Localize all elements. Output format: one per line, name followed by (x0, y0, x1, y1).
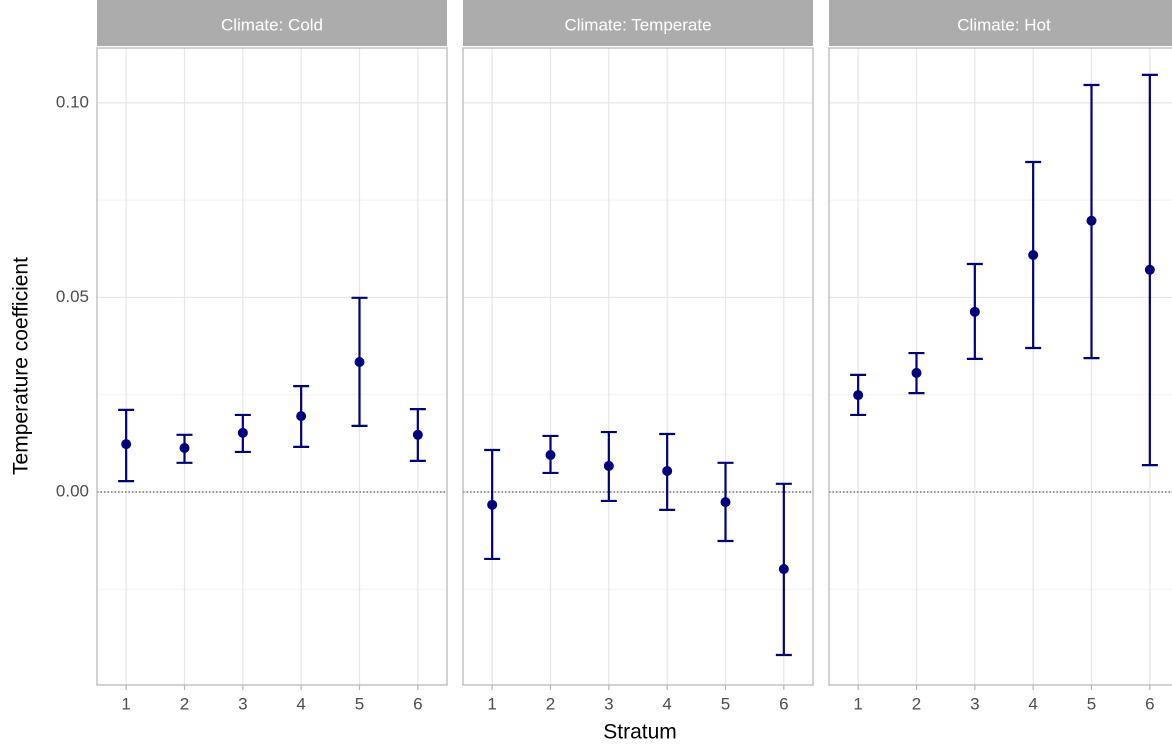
point (121, 439, 132, 450)
x-tick-label: 6 (413, 694, 422, 713)
x-tick-label: 2 (546, 694, 555, 713)
y-tick-label: 0.10 (56, 92, 89, 111)
x-tick-label: 3 (604, 694, 613, 713)
panel-border (828, 47, 1172, 686)
x-tick-label: 6 (1145, 694, 1154, 713)
x-tick-label: 2 (180, 694, 189, 713)
strip (463, 0, 813, 46)
x-tick-label: 1 (121, 694, 130, 713)
x-tick-label: 4 (662, 694, 671, 713)
point (778, 564, 789, 575)
point (853, 390, 864, 401)
point (1028, 250, 1039, 261)
x-tick-label: 3 (238, 694, 247, 713)
y-tick-label: 0.05 (56, 287, 89, 306)
strip (829, 0, 1172, 46)
x-tick-label: 4 (296, 694, 305, 713)
x-tick-label: 5 (355, 694, 364, 713)
x-axis-title: Stratum (603, 721, 677, 744)
x-tick-label: 5 (721, 694, 730, 713)
point (662, 465, 673, 476)
panel: Climate: Cold 1 2 3 4 5 6 (96, 0, 448, 713)
point (603, 460, 614, 471)
strip-label: Climate: Temperate (564, 15, 711, 34)
x-tick-label: 6 (779, 694, 788, 713)
panel: Climate: Temperate 1 2 3 4 5 6 (462, 0, 814, 713)
point (487, 499, 498, 510)
y-tick-label: 0.00 (56, 481, 89, 500)
strip-label: Climate: Hot (957, 15, 1051, 34)
panel: Climate: Hot 1 2 3 4 5 6 (828, 0, 1172, 713)
panel-border (96, 47, 448, 686)
point (969, 306, 980, 317)
x-tick-label: 2 (912, 694, 921, 713)
point (354, 357, 365, 368)
point (179, 443, 190, 454)
x-tick-label: 4 (1028, 694, 1037, 713)
panel-border (462, 47, 814, 686)
point (412, 429, 423, 440)
point (296, 411, 307, 422)
point (545, 450, 556, 461)
point (1086, 215, 1097, 226)
y-axis-title: Temperature coefficient (10, 257, 33, 475)
point (237, 427, 248, 438)
x-tick-label: 5 (1087, 694, 1096, 713)
x-tick-label: 1 (487, 694, 496, 713)
x-tick-label: 1 (853, 694, 862, 713)
x-tick-label: 3 (970, 694, 979, 713)
strip (97, 0, 447, 46)
strip-label: Climate: Cold (221, 15, 323, 34)
point (1144, 264, 1155, 275)
point (911, 367, 922, 378)
point (720, 497, 731, 508)
